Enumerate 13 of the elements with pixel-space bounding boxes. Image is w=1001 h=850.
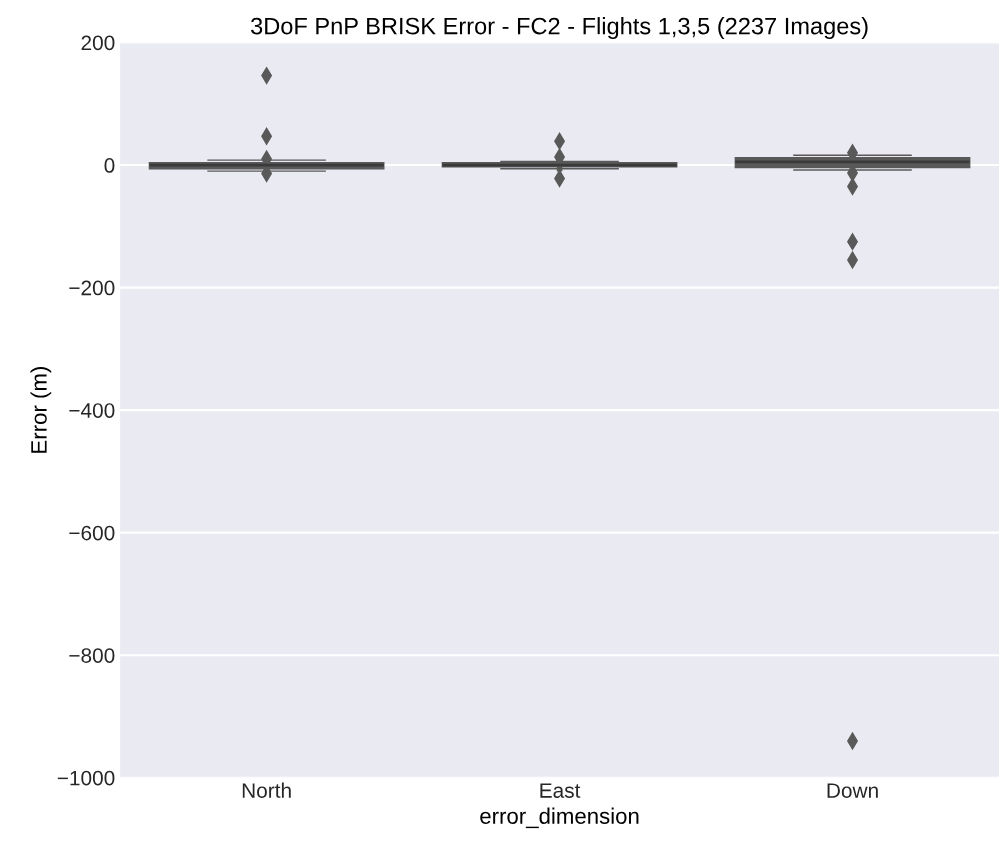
y-axis-title: Error (m) <box>30 367 52 453</box>
y-tick-label: 0 <box>104 158 115 173</box>
chart-title: 3DoF PnP BRISK Error - FC2 - Flights 1,3,5 (2237 Images) <box>251 17 868 40</box>
y-tick-label: −600 <box>69 525 115 541</box>
x-tick-label: North <box>242 782 291 798</box>
y-tick-label: −400 <box>69 403 115 418</box>
y-tick-label: 200 <box>81 35 115 51</box>
x-axis-title: error_dimension <box>480 807 639 829</box>
x-tick-label: Down <box>827 783 878 798</box>
y-tick-label: −800 <box>69 648 115 663</box>
x-tick-label: East <box>540 783 581 798</box>
y-tick-label: −1000 <box>57 770 115 786</box>
y-tick-label: −200 <box>69 280 115 296</box>
